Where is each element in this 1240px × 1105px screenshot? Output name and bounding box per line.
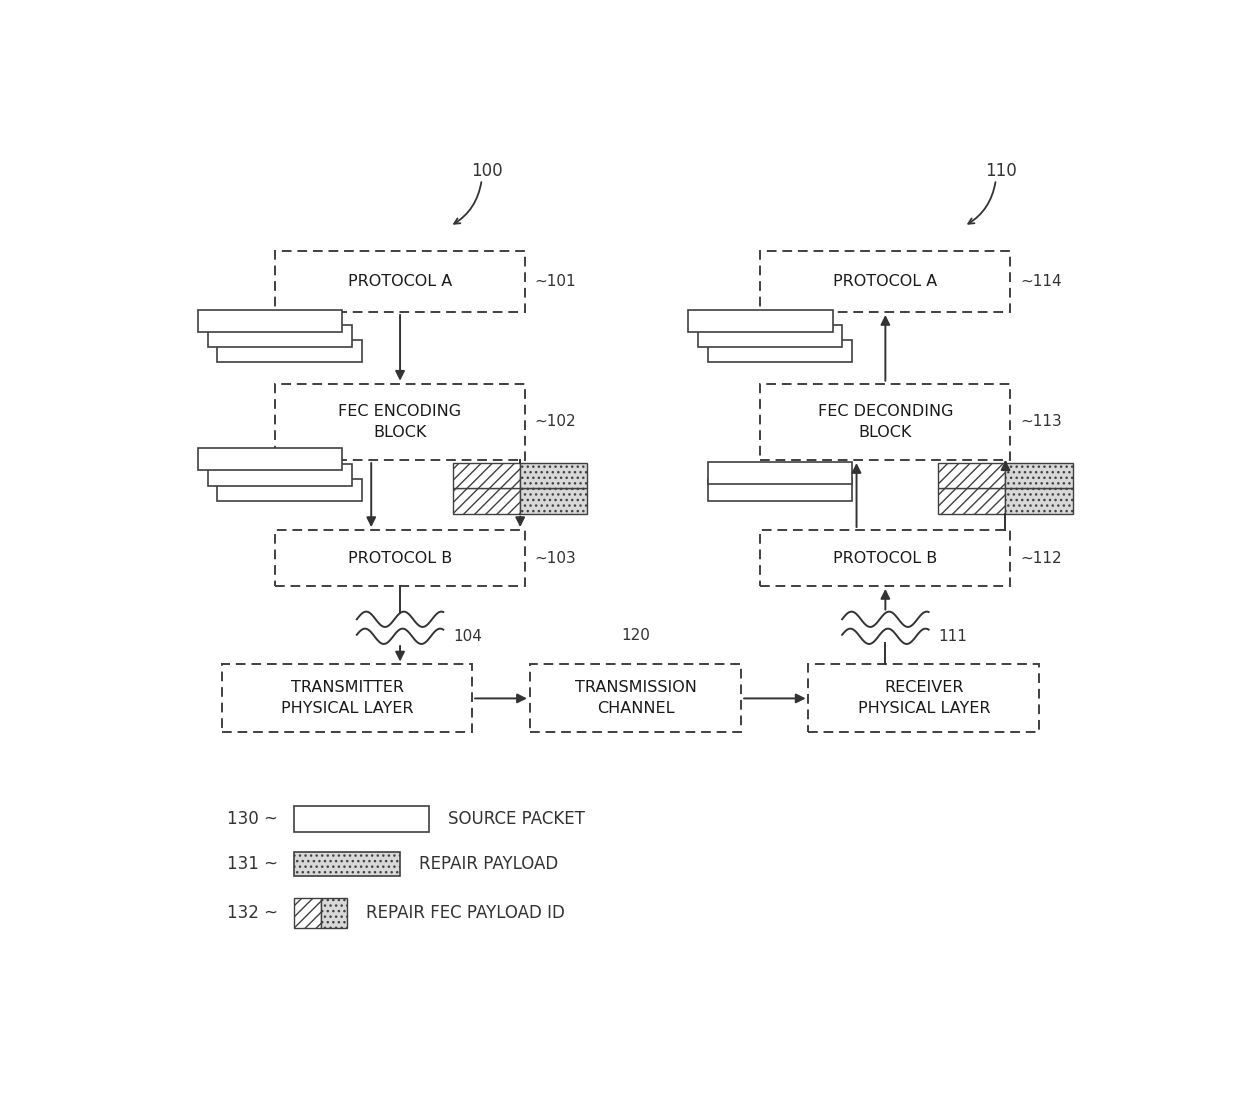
Text: FEC DECONDING
BLOCK: FEC DECONDING BLOCK (817, 404, 954, 440)
Text: PROTOCOL B: PROTOCOL B (833, 550, 937, 566)
FancyBboxPatch shape (708, 462, 852, 484)
FancyBboxPatch shape (321, 898, 347, 928)
Text: 120: 120 (621, 628, 650, 643)
Text: 132 ~: 132 ~ (227, 904, 278, 922)
FancyBboxPatch shape (222, 664, 472, 733)
FancyBboxPatch shape (939, 488, 1006, 514)
FancyBboxPatch shape (808, 664, 1039, 733)
FancyBboxPatch shape (453, 463, 521, 488)
Text: 131 ~: 131 ~ (227, 855, 278, 873)
Text: 110: 110 (985, 162, 1017, 180)
Text: ~114: ~114 (1019, 274, 1061, 290)
FancyBboxPatch shape (275, 383, 525, 460)
FancyBboxPatch shape (208, 325, 352, 347)
Text: ~112: ~112 (1019, 550, 1061, 566)
FancyBboxPatch shape (294, 807, 429, 832)
Text: 111: 111 (939, 629, 967, 644)
FancyBboxPatch shape (698, 325, 842, 347)
Text: PROTOCOL A: PROTOCOL A (833, 274, 937, 290)
FancyBboxPatch shape (521, 463, 588, 488)
FancyBboxPatch shape (1006, 463, 1073, 488)
Text: SOURCE PACKET: SOURCE PACKET (448, 810, 585, 829)
FancyBboxPatch shape (521, 488, 588, 514)
FancyBboxPatch shape (760, 383, 1011, 460)
FancyBboxPatch shape (529, 664, 742, 733)
Text: 130 ~: 130 ~ (227, 810, 278, 829)
Text: 100: 100 (471, 162, 502, 180)
FancyBboxPatch shape (198, 449, 342, 471)
FancyBboxPatch shape (275, 530, 525, 586)
Text: 104: 104 (453, 629, 482, 644)
Text: FEC ENCODING
BLOCK: FEC ENCODING BLOCK (339, 404, 461, 440)
Text: PROTOCOL B: PROTOCOL B (348, 550, 453, 566)
Text: ~113: ~113 (1019, 414, 1061, 430)
FancyBboxPatch shape (294, 898, 321, 928)
FancyBboxPatch shape (198, 309, 342, 332)
Text: REPAIR PAYLOAD: REPAIR PAYLOAD (419, 855, 558, 873)
FancyBboxPatch shape (275, 251, 525, 312)
FancyBboxPatch shape (208, 464, 352, 486)
Text: TRANSMITTER
PHYSICAL LAYER: TRANSMITTER PHYSICAL LAYER (281, 681, 413, 716)
FancyBboxPatch shape (760, 251, 1011, 312)
FancyBboxPatch shape (708, 478, 852, 501)
Text: ~101: ~101 (534, 274, 577, 290)
Text: TRANSMISSION
CHANNEL: TRANSMISSION CHANNEL (574, 681, 697, 716)
FancyBboxPatch shape (760, 530, 1011, 586)
FancyBboxPatch shape (217, 340, 362, 362)
Text: RECEIVER
PHYSICAL LAYER: RECEIVER PHYSICAL LAYER (858, 681, 990, 716)
Text: ~103: ~103 (534, 550, 577, 566)
Text: PROTOCOL A: PROTOCOL A (348, 274, 453, 290)
FancyBboxPatch shape (217, 478, 362, 501)
FancyBboxPatch shape (453, 488, 521, 514)
Text: ~102: ~102 (534, 414, 577, 430)
FancyBboxPatch shape (939, 463, 1006, 488)
FancyBboxPatch shape (708, 340, 852, 362)
Text: REPAIR FEC PAYLOAD ID: REPAIR FEC PAYLOAD ID (367, 904, 565, 922)
FancyBboxPatch shape (294, 852, 401, 876)
FancyBboxPatch shape (688, 309, 832, 332)
FancyBboxPatch shape (1006, 488, 1073, 514)
